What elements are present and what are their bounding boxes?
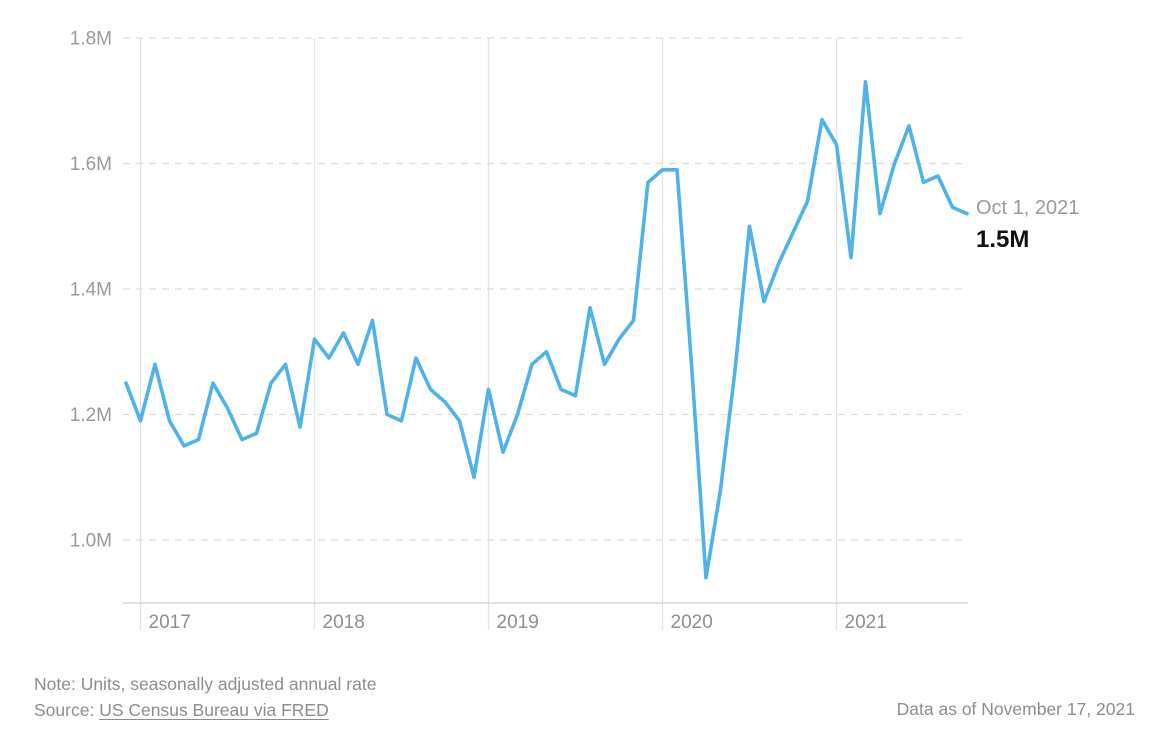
x-axis-year-label: 2018 (323, 612, 365, 633)
end-date-label: Oct 1, 2021 (976, 197, 1079, 219)
y-axis-tick-label: 1.2M (70, 405, 112, 426)
chart-note: Note: Units, seasonally adjusted annual … (34, 674, 377, 694)
source-link[interactable]: US Census Bureau via FRED (99, 700, 329, 720)
series-layer (124, 80, 969, 580)
y-axis-tick-label: 1.6M (70, 154, 112, 175)
chart-area: 2017 2018 2019 2020 2021 1.8M 1.6M 1.4M 1.2M 1.0M… (70, 29, 1080, 634)
x-axis-year-label: 2017 (149, 612, 191, 633)
y-axis-tick-label: 1.0M (70, 531, 112, 552)
y-axis-tick-label: 1.8M (70, 29, 112, 50)
end-value-label: 1.5M (976, 226, 1029, 253)
x-axis-year-label: 2020 (671, 612, 713, 633)
x-axis-year-label: 2019 (497, 612, 539, 633)
source-prefix: Source: (34, 700, 100, 720)
y-axis-tick-label: 1.4M (70, 280, 112, 301)
x-axis-year-label: 2021 (845, 612, 887, 633)
housing-starts-line (124, 80, 969, 580)
chart-source: Source: US Census Bureau via FRED (34, 697, 329, 723)
gridlines-layer: 2017 2018 2019 2020 2021 1.8M 1.6M 1.4M 1.2M 1.0M (70, 29, 968, 633)
data-as-of: Data as of November 17, 2021 (896, 699, 1135, 719)
chart-svg: 2017 2018 2019 2020 2021 1.8M 1.6M 1.4M 1.2M 1.0M… (70, 29, 1080, 634)
